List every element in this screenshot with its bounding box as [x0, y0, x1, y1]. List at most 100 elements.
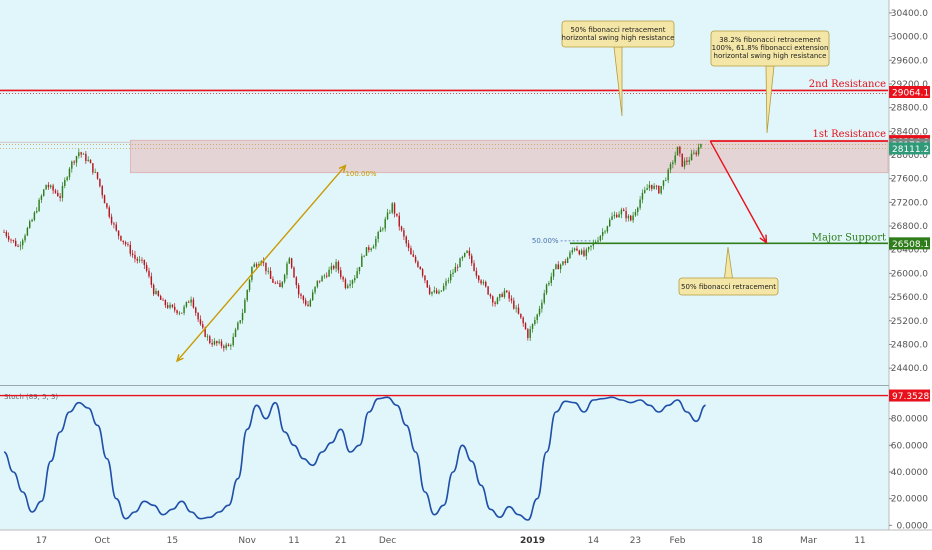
candle-body	[40, 195, 43, 200]
candle-body	[265, 262, 267, 272]
callout-right-box	[710, 30, 830, 67]
candle-body	[279, 283, 281, 288]
candle-body	[66, 177, 68, 181]
candle-body	[281, 281, 284, 288]
candle-body	[421, 269, 424, 276]
measurement-arrow-line	[176, 165, 346, 362]
candle-body	[634, 212, 637, 216]
candle-body	[87, 159, 89, 161]
candle-body	[164, 300, 167, 306]
candle-body	[71, 161, 73, 169]
candle-body	[459, 258, 461, 268]
candle-body	[304, 300, 307, 305]
second-resistance-tag: 29064.1	[892, 88, 929, 98]
candle-body	[307, 304, 309, 307]
candle-body	[171, 304, 174, 307]
candle-body	[611, 216, 613, 220]
candle-body	[204, 327, 206, 337]
candle-body	[665, 180, 667, 181]
candle-body	[47, 184, 50, 188]
candle-body	[487, 286, 489, 295]
time-tick-label: 11	[288, 536, 299, 546]
candle-body	[202, 324, 204, 328]
stoch-title: Stoch (89, 5, 3)	[4, 393, 58, 401]
callout-left-text: 50% fibonacci retracement	[571, 26, 666, 34]
candle-body	[314, 286, 316, 293]
time-tick-label: 11	[854, 536, 865, 546]
candle-body	[94, 172, 96, 173]
candle-body	[169, 304, 171, 308]
candle-body	[524, 323, 527, 330]
candle-body	[623, 209, 625, 211]
price-tick-label: 28800.0	[891, 104, 928, 114]
candle-body	[564, 261, 566, 263]
candle-body	[382, 228, 384, 230]
candle-body	[5, 232, 8, 237]
candle-body	[452, 272, 454, 274]
candle-body	[653, 185, 655, 189]
candle-body	[517, 307, 520, 314]
candle-body	[442, 285, 445, 291]
candle-body	[269, 270, 272, 279]
candle-body	[555, 264, 557, 270]
candle-body	[431, 291, 433, 294]
candle-body	[410, 248, 412, 255]
candle-body	[613, 214, 616, 217]
candle-body	[641, 192, 644, 200]
price-tick-label: 28000.0	[891, 151, 928, 161]
candle-body	[590, 245, 592, 248]
candle-body	[110, 216, 113, 224]
candle-body	[615, 214, 618, 218]
candle-body	[199, 319, 202, 325]
price-tick-label: 30400.0	[891, 9, 928, 19]
candle-body	[59, 196, 61, 198]
candle-body	[92, 163, 94, 173]
candle-body	[520, 313, 522, 318]
candle-body	[407, 243, 410, 249]
candle-body	[311, 292, 314, 301]
candle-body	[152, 284, 155, 295]
candle-body	[435, 290, 438, 294]
candle-body	[33, 212, 36, 220]
price-tick-label: 26000.0	[891, 269, 928, 279]
candle-body	[64, 180, 66, 186]
candle-body	[637, 207, 639, 213]
candle-body	[398, 215, 400, 227]
fib-100-label: 100.00%	[345, 170, 376, 178]
candle-body	[690, 153, 693, 161]
candle-body	[181, 312, 183, 314]
candle-body	[80, 152, 82, 155]
candle-body	[234, 329, 237, 337]
time-tick-label: Dec	[379, 536, 396, 546]
candle-body	[220, 341, 223, 347]
candle-body	[318, 280, 321, 282]
candle-body	[120, 235, 122, 241]
candle-body	[470, 255, 473, 264]
price-tick-label: 27200.0	[891, 198, 928, 208]
callout-right-text: 38.2% fibonacci retracement	[719, 36, 821, 44]
candle-body	[178, 312, 181, 314]
candle-body	[248, 279, 251, 290]
candle-body	[606, 226, 609, 232]
candle-body	[206, 336, 209, 338]
resistance-zone	[129, 139, 889, 174]
candle-body	[54, 190, 57, 193]
candle-body	[492, 296, 494, 303]
candle-body	[157, 290, 160, 296]
candle-body	[604, 231, 606, 233]
candle-body	[639, 199, 641, 208]
candle-body	[237, 322, 239, 330]
candle-body	[274, 282, 277, 284]
stoch-line	[3, 396, 706, 521]
callout-left-box	[561, 20, 675, 48]
candle-body	[213, 341, 216, 345]
candle-body	[506, 290, 508, 293]
candle-body	[351, 280, 354, 285]
stoch-tick-label: 60.0000	[891, 441, 928, 451]
time-axis-panel	[0, 530, 932, 550]
candle-body	[300, 294, 302, 296]
candle-body	[419, 266, 422, 270]
